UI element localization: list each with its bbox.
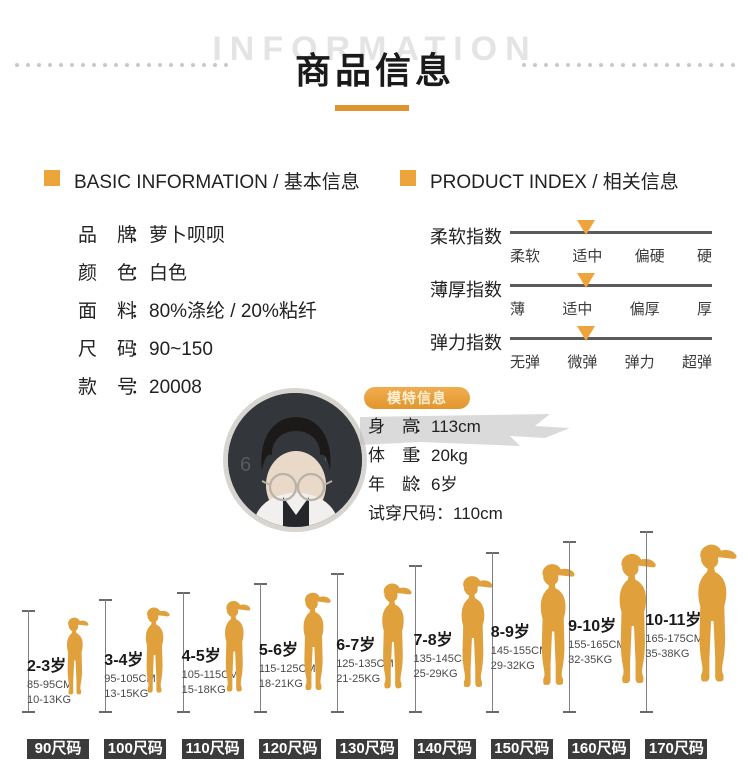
svg-text:6: 6	[240, 454, 251, 476]
